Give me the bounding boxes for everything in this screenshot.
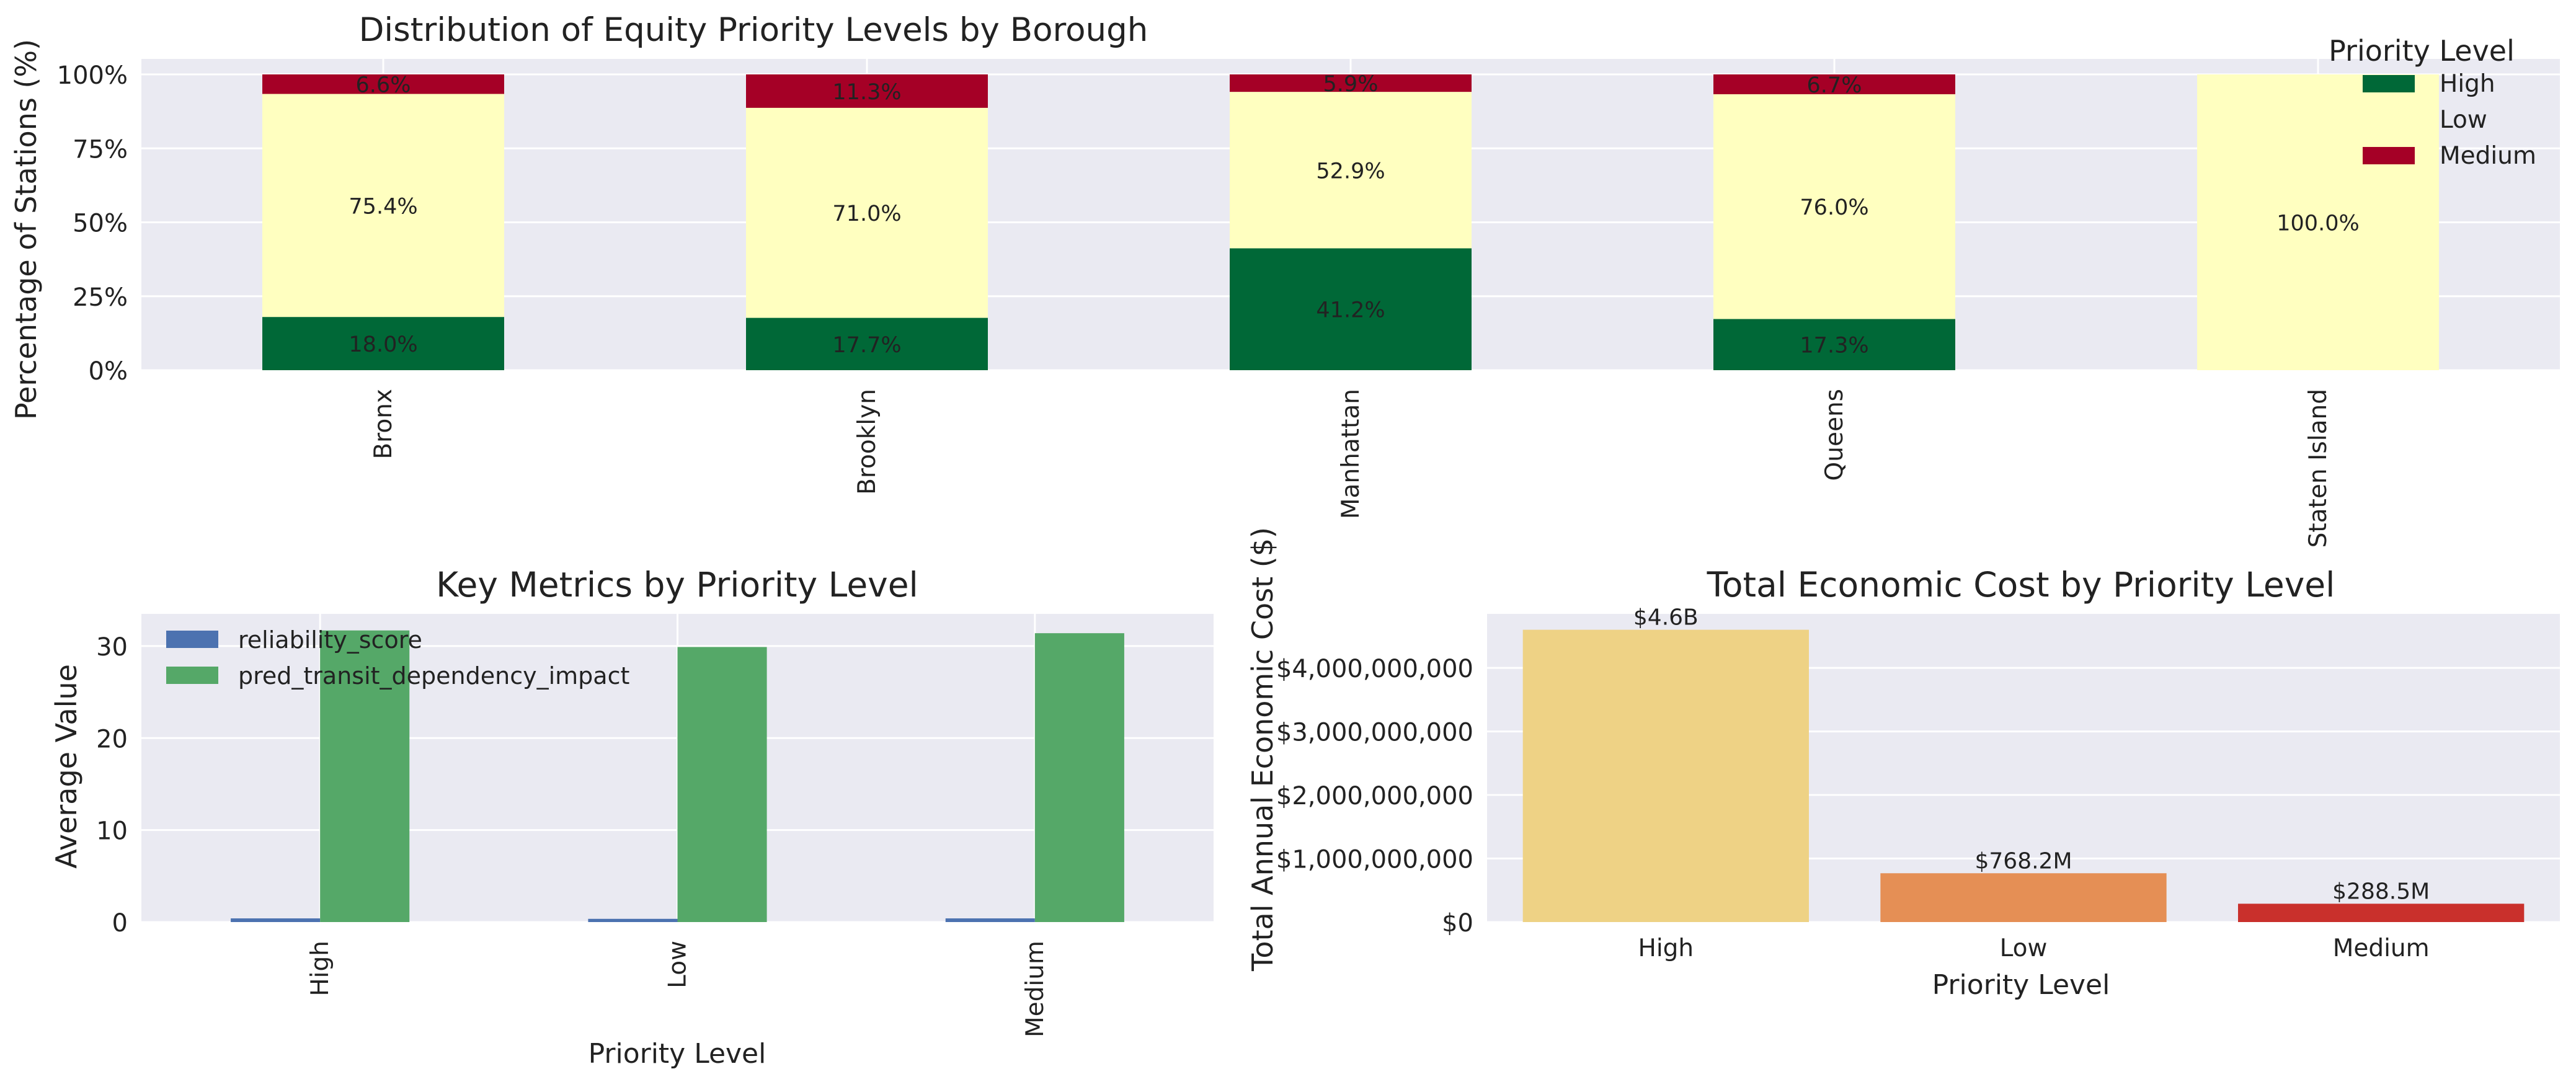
- data-label: 18.0%: [349, 332, 417, 357]
- bar-high: [746, 317, 988, 370]
- borough-distribution-chart: Distribution of Equity Priority Levels b…: [9, 11, 2560, 548]
- x-tick-label: High: [1638, 934, 1694, 962]
- x-tick-label: Bronx: [370, 389, 398, 459]
- x-tick-label: Medium: [2333, 934, 2430, 962]
- y-axis-label: Percentage of Stations (%): [9, 39, 43, 420]
- y-tick-label: 100%: [57, 61, 128, 90]
- bar-pred-transit-dependency-impact: [677, 647, 767, 922]
- bar-low: [2197, 74, 2439, 370]
- legend-swatch-pred-transit-dependency-impact: [166, 667, 218, 684]
- x-tick-label: Queens: [1821, 389, 1849, 481]
- x-axis-label: Priority Level: [1932, 969, 2110, 1001]
- bar: [2238, 903, 2525, 922]
- x-tick-label: Low: [2000, 934, 2048, 962]
- economic-cost-chart: Total Economic Cost by Priority Level To…: [1246, 527, 2560, 1001]
- y-axis-label: Total Annual Economic Cost ($): [1246, 527, 1279, 972]
- x-tick-label: High: [306, 941, 334, 996]
- data-label: 17.3%: [1800, 334, 1868, 358]
- legend-swatch-medium: [2363, 147, 2415, 164]
- data-label: 41.2%: [1316, 298, 1385, 323]
- x-tick-label: Brooklyn: [853, 389, 881, 495]
- y-tick-label: 30: [96, 633, 128, 662]
- x-tick-label: Medium: [1021, 941, 1049, 1037]
- y-tick-label: 75%: [73, 135, 128, 164]
- bar: [1880, 873, 2167, 922]
- legend-label: pred_transit_dependency_impact: [238, 662, 629, 690]
- data-label: 100.0%: [2276, 211, 2359, 236]
- legend-label: Low: [2440, 106, 2487, 134]
- data-label: $4.6B: [1633, 605, 1699, 631]
- data-label: $288.5M: [2332, 879, 2430, 904]
- legend-swatch-high: [2363, 75, 2415, 92]
- data-label: 52.9%: [1316, 159, 1385, 184]
- chart-title: Key Metrics by Priority Level: [436, 565, 918, 605]
- legend-swatch-reliability-score: [166, 631, 218, 648]
- legend-label: reliability_score: [238, 626, 422, 654]
- bar-pred-transit-dependency-impact: [320, 630, 410, 922]
- bar-pred-transit-dependency-impact: [1034, 633, 1124, 922]
- x-tick-label: Low: [664, 941, 692, 988]
- legend-label: High: [2440, 70, 2495, 98]
- bar-high: [1713, 319, 1955, 370]
- x-tick-label: Staten Island: [2304, 389, 2332, 548]
- chart-title: Distribution of Equity Priority Levels b…: [359, 11, 1148, 49]
- y-tick-label: $4,000,000,000: [1276, 655, 1473, 683]
- data-label: 71.0%: [832, 202, 901, 226]
- y-tick-label: 50%: [73, 210, 128, 238]
- data-label: 17.7%: [832, 333, 901, 358]
- y-tick-label: 0: [112, 909, 128, 938]
- data-label: 75.4%: [349, 194, 417, 219]
- y-tick-label: 20: [96, 725, 128, 753]
- bar-reliability-score: [231, 918, 321, 922]
- y-tick-label: $1,000,000,000: [1276, 846, 1473, 874]
- legend-title: Priority Level: [2329, 34, 2515, 68]
- bar-reliability-score: [945, 918, 1035, 922]
- bar-medium: [1713, 74, 1955, 94]
- data-label: 11.3%: [832, 80, 901, 105]
- chart-title: Total Economic Cost by Priority Level: [1707, 565, 2335, 605]
- x-tick-label: Manhattan: [1337, 389, 1365, 519]
- bar-low: [262, 94, 504, 317]
- legend-label: Medium: [2440, 142, 2536, 170]
- y-tick-label: 0%: [89, 357, 128, 386]
- bar-low: [746, 107, 988, 318]
- x-axis-label: Priority Level: [588, 1038, 766, 1070]
- bar-reliability-score: [588, 918, 678, 922]
- bar-high: [1230, 248, 1472, 370]
- bar-high: [262, 317, 504, 370]
- data-label: 6.6%: [356, 73, 411, 98]
- bar-low: [1713, 94, 1955, 319]
- bar-medium: [262, 74, 504, 94]
- y-tick-label: 10: [96, 817, 128, 846]
- y-tick-label: $0: [1442, 909, 1473, 938]
- data-label: 76.0%: [1800, 195, 1868, 220]
- bar-medium: [1230, 74, 1472, 92]
- key-metrics-chart: Key Metrics by Priority Level Average Va…: [50, 565, 1214, 1070]
- data-label: $768.2M: [1974, 848, 2072, 874]
- bar: [1522, 629, 1809, 922]
- bar-low: [1230, 92, 1472, 249]
- data-label: 6.7%: [1807, 73, 1862, 98]
- data-label: 5.9%: [1323, 72, 1379, 97]
- y-tick-label: $3,000,000,000: [1276, 719, 1473, 747]
- y-tick-label: 25%: [73, 283, 128, 312]
- bar-medium: [746, 74, 988, 108]
- y-axis-label: Average Value: [50, 664, 83, 869]
- y-tick-label: $2,000,000,000: [1276, 782, 1473, 810]
